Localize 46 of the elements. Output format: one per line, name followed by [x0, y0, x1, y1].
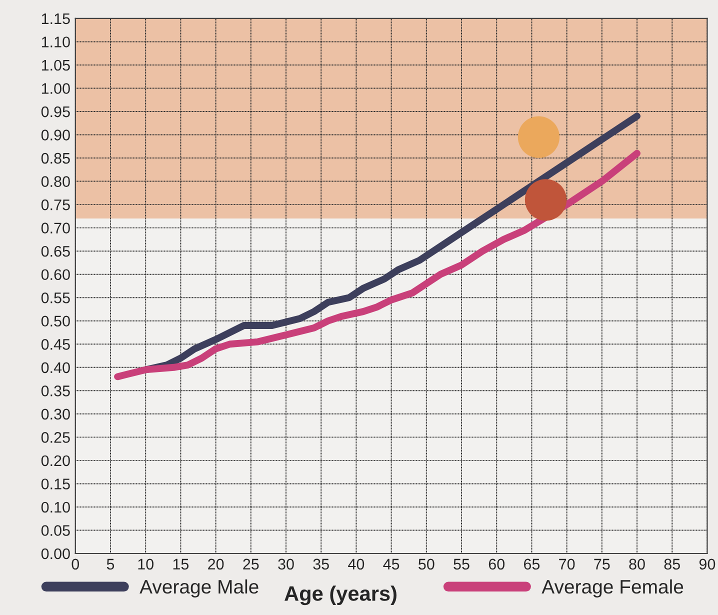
y-tick-label: 0.25	[41, 432, 70, 443]
y-tick-label: 0.60	[41, 269, 70, 280]
y-tick-label: 0.05	[41, 525, 70, 536]
x-tick-label: 85	[664, 558, 680, 570]
x-tick-label: 20	[208, 558, 224, 570]
y-tick-label: 0.70	[41, 222, 70, 234]
x-tick-label: 90	[699, 558, 716, 570]
x-tick-label: 15	[173, 558, 189, 570]
x-tick-label: 50	[418, 558, 434, 570]
x-tick-label: 65	[524, 558, 540, 570]
y-tick-label: 1.00	[42, 83, 70, 94]
x-tick-label: 40	[348, 558, 364, 570]
x-tick-label: 10	[138, 558, 154, 570]
x-tick-label: 0	[72, 558, 80, 570]
y-tick-label: 0.00	[41, 548, 70, 560]
y-tick-label: 0.75	[41, 199, 70, 210]
y-tick-label: 0.65	[41, 246, 70, 257]
x-axis-title: Age (years)	[284, 586, 396, 606]
y-tick-label: 0.90	[41, 130, 70, 140]
x-tick-label: 35	[313, 558, 329, 570]
y-tick-label: 1.05	[42, 60, 70, 71]
y-tick-label: 0.20	[41, 455, 70, 466]
x-tick-label: 25	[243, 558, 259, 570]
y-tick-label: 0.30	[41, 408, 70, 420]
x-tick-label: 70	[559, 558, 575, 570]
x-tick-label: 80	[629, 558, 645, 570]
y-tick-label: 1.10	[42, 36, 70, 48]
y-tick-label: 0.50	[41, 316, 70, 327]
y-tick-label: 0.85	[41, 152, 70, 164]
y-tick-label: 0.80	[41, 176, 70, 187]
legend-label: Average Male	[140, 579, 258, 598]
y-tick-label: 0.15	[41, 478, 70, 490]
y-tick-label: 1.15	[42, 13, 70, 24]
y-tick-label: 0.10	[41, 502, 70, 513]
x-tick-label: 55	[454, 558, 470, 570]
x-tick-label: 5	[106, 558, 114, 570]
y-tick-label: 0.35	[41, 386, 70, 396]
y-tick-label: 0.45	[41, 339, 70, 350]
y-tick-label: 0.55	[41, 292, 70, 304]
x-tick-label: 30	[278, 558, 294, 570]
legend-label: Average Female	[542, 579, 684, 598]
y-tick-label: 0.95	[41, 106, 70, 118]
x-tick-label: 45	[383, 558, 400, 570]
y-tick-label: 0.40	[41, 362, 70, 374]
x-tick-label: 75	[594, 558, 610, 570]
x-tick-label: 60	[488, 558, 505, 570]
